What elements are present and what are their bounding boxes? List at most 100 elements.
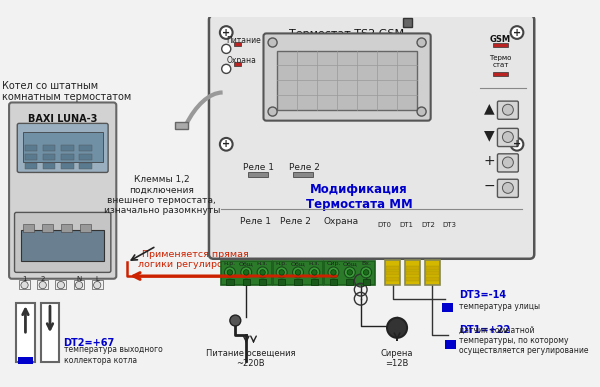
Circle shape: [276, 267, 287, 278]
Circle shape: [76, 281, 83, 289]
Bar: [23, 224, 34, 233]
Bar: [493, 72, 508, 76]
Bar: [493, 43, 508, 47]
Text: Общ: Общ: [343, 261, 357, 266]
Circle shape: [220, 138, 233, 151]
Text: +: +: [513, 27, 521, 38]
Circle shape: [230, 315, 241, 326]
Text: н.р.: н.р.: [275, 261, 288, 266]
Text: +: +: [513, 139, 521, 149]
FancyBboxPatch shape: [9, 103, 116, 279]
Bar: [346, 279, 353, 285]
Text: Общ: Общ: [290, 261, 305, 266]
Text: DT1: DT1: [399, 222, 413, 228]
Bar: [406, 266, 419, 270]
Text: +: +: [484, 154, 496, 168]
Circle shape: [331, 270, 336, 275]
Circle shape: [221, 45, 231, 53]
Text: Сир.: Сир.: [326, 261, 341, 266]
Text: 1: 1: [22, 276, 27, 282]
Bar: [43, 145, 55, 151]
Circle shape: [511, 138, 523, 151]
Text: Реле 1: Реле 1: [240, 217, 271, 226]
FancyBboxPatch shape: [209, 15, 534, 259]
Text: Реле 1: Реле 1: [244, 163, 274, 172]
Text: н.з.: н.з.: [257, 261, 268, 266]
Text: Термо
стат: Термо стат: [490, 55, 512, 68]
Circle shape: [94, 281, 101, 289]
FancyBboxPatch shape: [497, 179, 518, 197]
Circle shape: [21, 281, 28, 289]
Bar: [21, 229, 104, 262]
Bar: [61, 163, 74, 169]
Bar: [221, 262, 272, 285]
Bar: [445, 340, 456, 349]
Bar: [295, 279, 302, 285]
Bar: [242, 279, 250, 285]
Bar: [248, 171, 268, 177]
Text: 2: 2: [41, 276, 45, 282]
Bar: [226, 279, 233, 285]
Bar: [278, 279, 285, 285]
Circle shape: [39, 281, 46, 289]
Text: DT3=-14: DT3=-14: [459, 290, 506, 300]
Circle shape: [244, 270, 249, 275]
Bar: [42, 224, 53, 233]
Bar: [426, 271, 439, 275]
Bar: [79, 154, 92, 160]
Text: Реле 2: Реле 2: [280, 217, 311, 226]
Bar: [23, 132, 103, 161]
Text: температура улицы: температура улицы: [459, 302, 540, 312]
Text: N: N: [76, 276, 82, 282]
Circle shape: [344, 267, 355, 278]
Text: Котел со штатным
комнатным термостатом: Котел со штатным комнатным термостатом: [2, 81, 131, 103]
Text: датчик комнатной
температуры, по которому
осуществляется регулирование: датчик комнатной температуры, по котором…: [459, 325, 589, 355]
Bar: [406, 271, 419, 275]
Bar: [41, 303, 59, 362]
Bar: [175, 122, 188, 129]
Circle shape: [347, 270, 353, 275]
Bar: [293, 171, 313, 177]
Text: DT2=+67: DT2=+67: [64, 338, 115, 348]
Text: Питание: Питание: [226, 36, 261, 45]
Bar: [426, 266, 439, 270]
Bar: [74, 280, 85, 289]
Circle shape: [295, 270, 301, 275]
Bar: [19, 280, 30, 289]
Bar: [25, 145, 37, 151]
Bar: [259, 279, 266, 285]
Bar: [311, 279, 318, 285]
Text: Охрана: Охрана: [323, 217, 358, 226]
Bar: [405, 260, 420, 285]
Text: +: +: [222, 139, 230, 149]
Text: DT2: DT2: [421, 222, 435, 228]
Bar: [272, 262, 323, 285]
Bar: [425, 260, 440, 285]
Text: L: L: [95, 276, 99, 282]
Circle shape: [311, 270, 317, 275]
Circle shape: [227, 270, 233, 275]
Circle shape: [502, 104, 514, 115]
Circle shape: [220, 26, 233, 39]
Text: температура выходного
коллектора котла: температура выходного коллектора котла: [64, 345, 163, 365]
Bar: [92, 280, 103, 289]
Bar: [43, 154, 55, 160]
Bar: [385, 260, 400, 285]
Text: Применяется прямая
логики регулирования: Применяется прямая логики регулирования: [138, 250, 253, 269]
Text: DT1=+22: DT1=+22: [459, 325, 510, 335]
Circle shape: [387, 318, 407, 338]
Bar: [37, 280, 48, 289]
Bar: [362, 279, 370, 285]
Circle shape: [417, 38, 426, 47]
Text: Общ: Общ: [239, 261, 254, 266]
Bar: [43, 163, 55, 169]
Circle shape: [511, 26, 523, 39]
Circle shape: [502, 157, 514, 168]
Circle shape: [328, 267, 339, 278]
Text: −: −: [484, 179, 496, 193]
FancyBboxPatch shape: [497, 101, 518, 119]
Bar: [406, 277, 419, 281]
Text: Сирена
=12В: Сирена =12В: [381, 349, 413, 368]
Text: Реле 2: Реле 2: [289, 163, 320, 172]
Circle shape: [221, 64, 231, 74]
